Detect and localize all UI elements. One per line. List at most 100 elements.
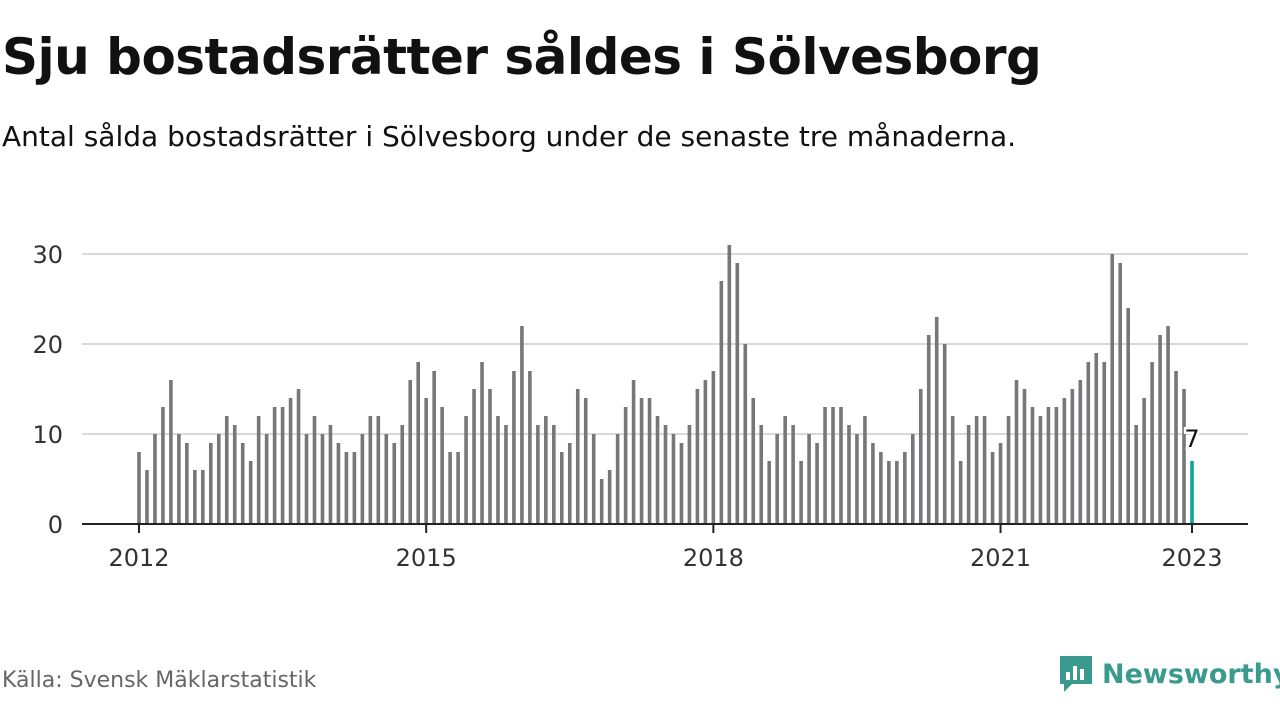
- bar: [1182, 389, 1186, 524]
- bar: [1118, 263, 1123, 524]
- bar: [1086, 362, 1091, 524]
- bar: [583, 398, 588, 524]
- bar: [639, 398, 644, 524]
- bar: [224, 416, 229, 524]
- bar: [711, 371, 716, 524]
- bar: [615, 434, 620, 524]
- bar: [432, 371, 436, 524]
- bar: [424, 398, 428, 524]
- bar: [895, 461, 899, 524]
- bar: [855, 434, 859, 524]
- bar: [248, 461, 253, 524]
- bar: [544, 416, 548, 524]
- bar: [974, 416, 979, 524]
- bar: [512, 371, 516, 524]
- bar: [488, 389, 492, 524]
- bar: [982, 416, 987, 524]
- bar: [280, 407, 285, 524]
- bar: [336, 443, 341, 524]
- bar: [456, 452, 460, 524]
- bar: [264, 434, 269, 524]
- bar: [416, 362, 421, 524]
- bar: [719, 281, 724, 524]
- bar: [193, 470, 197, 524]
- bar: [735, 263, 740, 524]
- bar: [145, 470, 149, 524]
- bar: [304, 434, 309, 524]
- bar: [552, 425, 556, 524]
- y-tick-label: 10: [32, 421, 63, 449]
- bar: [990, 452, 995, 524]
- y-tick-label: 0: [48, 511, 63, 539]
- bar: [942, 344, 947, 524]
- bar: [910, 434, 915, 524]
- brand-name: Newsworthy: [1102, 658, 1280, 690]
- bar: [528, 371, 532, 524]
- bar: [839, 407, 843, 524]
- x-tick-label: 2015: [396, 544, 457, 572]
- bar: [1070, 389, 1075, 524]
- bar: [1038, 416, 1043, 524]
- bar: [272, 407, 277, 524]
- bar: [1094, 353, 1099, 524]
- bar-latest: [1190, 461, 1194, 524]
- bar: [575, 389, 580, 524]
- bar: [966, 425, 971, 524]
- x-tick-label: 2021: [970, 544, 1031, 572]
- bar: [201, 470, 205, 524]
- bar: [879, 452, 883, 524]
- bar: [480, 362, 484, 524]
- bar: [671, 434, 676, 524]
- bar: [727, 245, 732, 524]
- latest-value-label: 7: [1184, 425, 1199, 453]
- brand-logo: Newsworthy: [1058, 654, 1280, 694]
- bar: [392, 443, 397, 524]
- bar: [887, 461, 891, 524]
- bar: [767, 461, 772, 524]
- newsworthy-logo-icon: [1060, 656, 1092, 692]
- bar: [1014, 380, 1019, 524]
- bar: [799, 461, 803, 524]
- bar: [958, 461, 963, 524]
- bar: [783, 416, 787, 524]
- bar: [1046, 407, 1051, 524]
- bar: [288, 398, 293, 524]
- bar: [647, 398, 652, 524]
- bar: [448, 452, 452, 524]
- y-tick-label: 20: [32, 331, 63, 359]
- bar: [599, 479, 604, 524]
- bar: [1054, 407, 1059, 524]
- bar: [344, 452, 349, 524]
- bar: [256, 416, 261, 524]
- bar: [320, 434, 325, 524]
- bar: [232, 425, 237, 524]
- bar: [1022, 389, 1027, 524]
- bar: [185, 443, 189, 524]
- source-note: Källa: Svensk Mäklarstatistik: [2, 668, 317, 693]
- bar: [1110, 254, 1115, 524]
- bar: [831, 407, 835, 524]
- bar: [751, 398, 756, 524]
- bar: [169, 380, 173, 524]
- bar: [520, 326, 524, 524]
- bar: [679, 443, 684, 524]
- bar: [591, 434, 596, 524]
- x-tick-label: 2018: [683, 544, 744, 572]
- bar: [496, 416, 500, 524]
- chart-subtitle: Antal sålda bostadsrätter i Sölvesborg u…: [2, 120, 1017, 153]
- bar: [352, 452, 357, 524]
- bar: [1150, 362, 1154, 524]
- bar: [663, 425, 668, 524]
- bar: [161, 407, 165, 524]
- bars: [137, 245, 1194, 524]
- bar: [137, 452, 141, 524]
- bar: [655, 416, 660, 524]
- bar: [216, 434, 221, 524]
- bar: [376, 416, 381, 524]
- bar: [1142, 398, 1146, 524]
- bar: [384, 434, 389, 524]
- bar: [567, 443, 572, 524]
- bar: [1166, 326, 1170, 524]
- bar: [926, 335, 931, 524]
